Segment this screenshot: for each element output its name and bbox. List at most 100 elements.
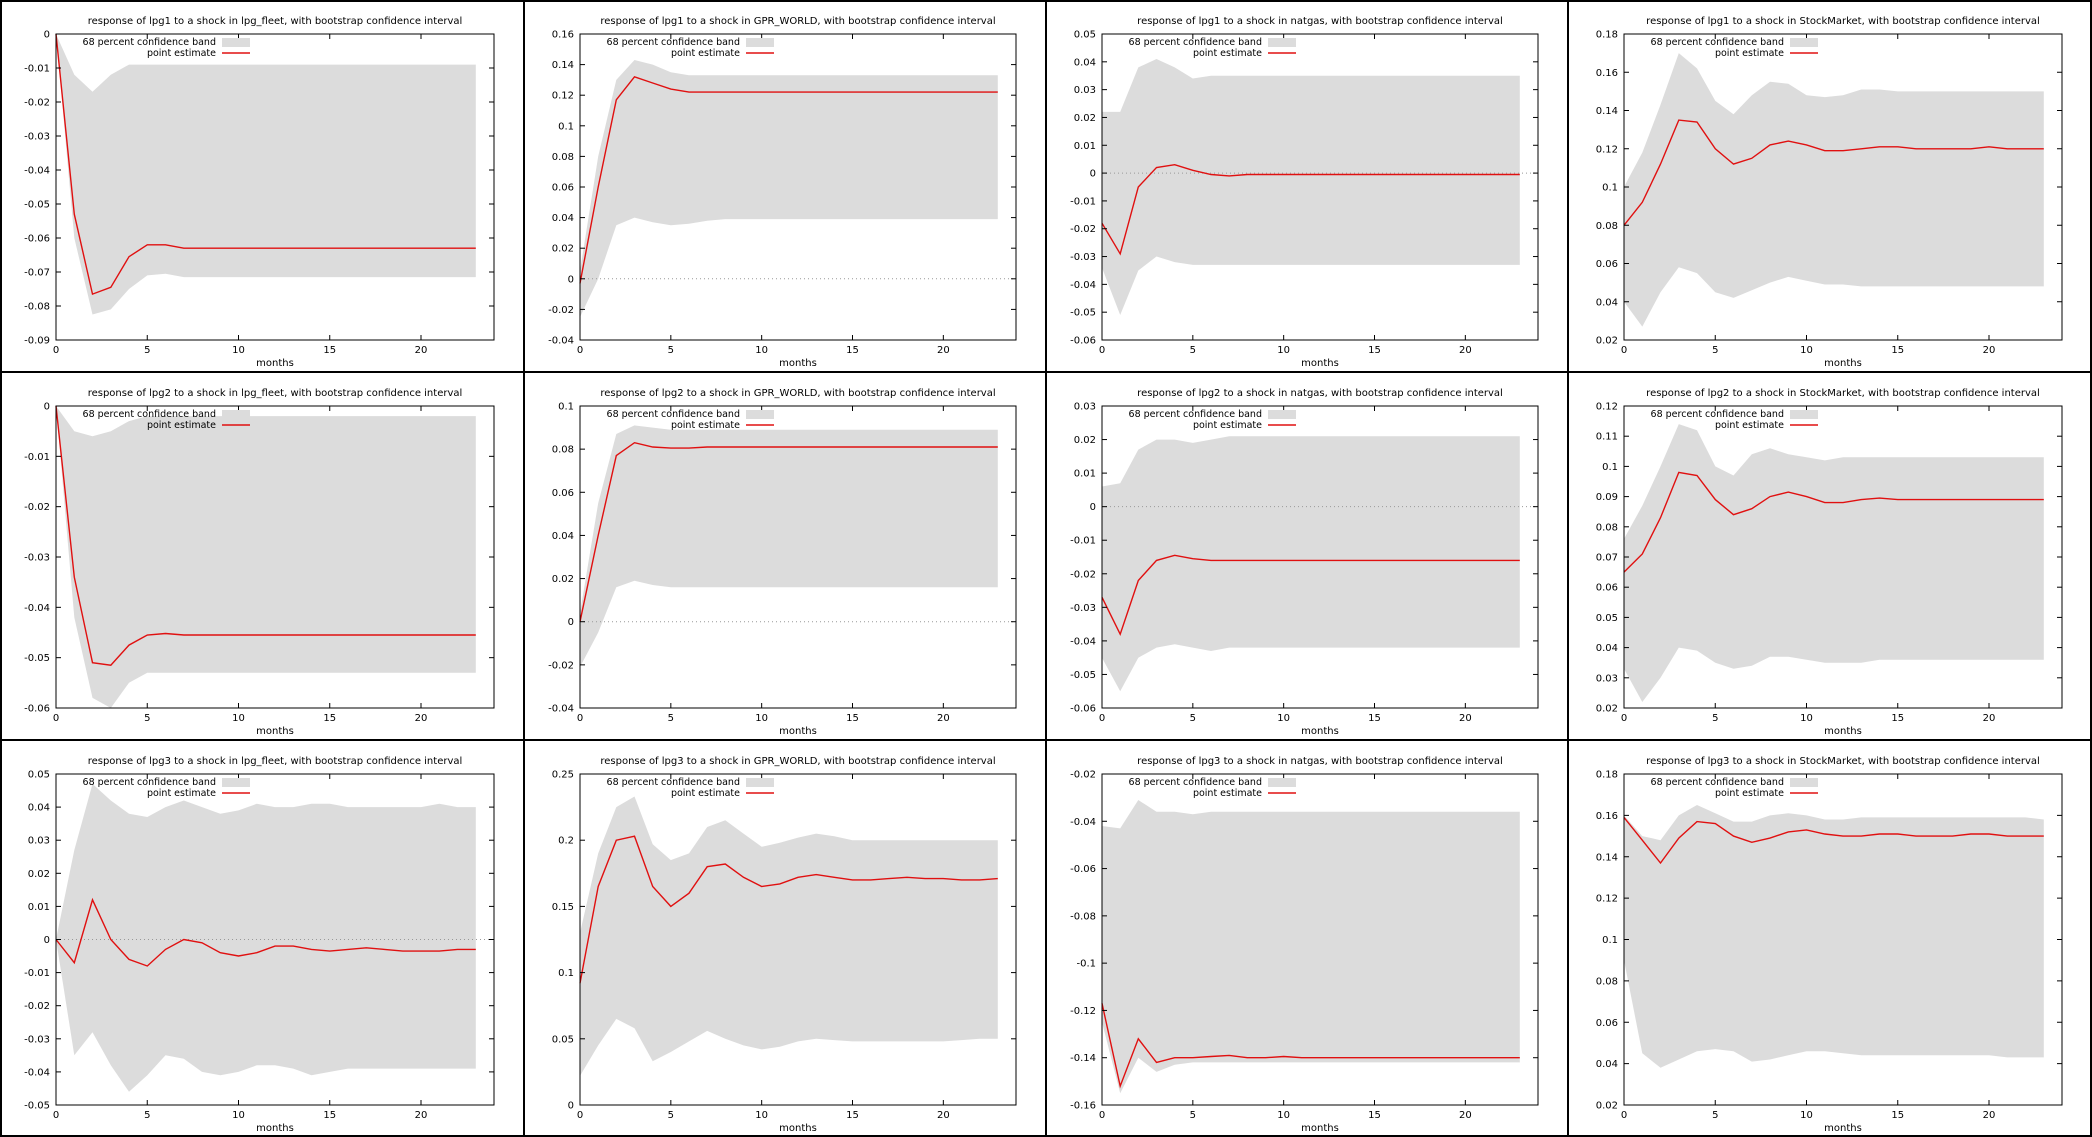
chart-title: response of lpg3 to a shock in GPR_WORLD…	[600, 756, 995, 767]
y-tick-label: 0.16	[1596, 811, 1618, 822]
confidence-band-area	[56, 783, 476, 1092]
chart-title: response of lpg2 to a shock in natgas, w…	[1137, 388, 1503, 399]
x-tick-label: 5	[144, 713, 150, 724]
y-tick-label: 0.12	[552, 91, 574, 102]
x-tick-label: 15	[1368, 1110, 1381, 1121]
legend-point-label: point estimate	[147, 788, 216, 799]
y-tick-label: 0.02	[28, 869, 50, 880]
x-tick-label: 5	[668, 713, 674, 724]
y-tick-label: 0.03	[1596, 673, 1618, 684]
legend-point-label: point estimate	[1715, 48, 1784, 59]
x-tick-label: 10	[232, 713, 245, 724]
y-tick-label: -0.04	[24, 603, 50, 614]
y-tick-label: -0.05	[24, 653, 50, 664]
x-tick-label: 5	[668, 345, 674, 356]
y-tick-label: -0.03	[1070, 603, 1096, 614]
x-axis-label: months	[256, 358, 294, 369]
legend-point-label: point estimate	[671, 48, 740, 59]
chart-panel-5: response of lpg2 to a shock in lpg_fleet…	[24, 388, 495, 737]
point-estimate-line	[579, 75, 998, 284]
x-tick-label: 15	[846, 1110, 859, 1121]
legend-band-label: 68 percent confidence band	[83, 409, 216, 420]
legend-point-label: point estimate	[1193, 788, 1262, 799]
y-tick-label: 0.08	[552, 445, 574, 456]
legend-band-label: 68 percent confidence band	[1129, 777, 1262, 788]
y-tick-label: 0	[1090, 169, 1096, 180]
x-tick-label: 15	[1368, 345, 1381, 356]
chart-panel-10: response of lpg3 to a shock in GPR_WORLD…	[552, 756, 1017, 1134]
y-tick-label: 0	[1090, 502, 1096, 513]
legend-band-swatch	[1790, 778, 1818, 787]
y-tick-label: 0.07	[1596, 553, 1618, 564]
y-tick-label: -0.01	[1070, 196, 1096, 207]
x-tick-label: 5	[1190, 345, 1196, 356]
y-tick-label: 0.06	[1596, 259, 1618, 270]
y-tick-label: 0.04	[1596, 643, 1618, 654]
y-tick-label: 0.1	[558, 121, 574, 132]
y-tick-label: 0.02	[1596, 336, 1618, 347]
y-tick-label: 0.05	[1074, 30, 1096, 41]
chart-panel-11: response of lpg3 to a shock in natgas, w…	[1070, 756, 1539, 1134]
y-tick-label: -0.01	[1070, 536, 1096, 547]
y-tick-label: -0.02	[24, 1001, 50, 1012]
y-tick-label: -0.03	[24, 553, 50, 564]
legend-point-label: point estimate	[1193, 420, 1262, 431]
y-tick-label: -0.05	[24, 1101, 50, 1112]
y-tick-label: 0.08	[552, 152, 574, 163]
legend-band-label: 68 percent confidence band	[1651, 409, 1784, 420]
legend-point-label: point estimate	[1715, 788, 1784, 799]
y-tick-label: 0.1	[558, 402, 574, 413]
x-axis-label: months	[1301, 726, 1339, 737]
point-estimate-line	[1101, 554, 1520, 637]
plot-frame	[1101, 33, 1539, 341]
y-tick-label: -0.01	[24, 64, 50, 75]
y-tick-label: 0.04	[28, 803, 50, 814]
y-tick-label: -0.06	[24, 704, 50, 715]
y-tick-label: -0.02	[1070, 770, 1096, 781]
y-tick-label: 0.08	[1596, 221, 1618, 232]
y-tick-label: 0.05	[28, 770, 50, 781]
x-tick-label: 10	[1800, 345, 1813, 356]
y-tick-label: 0.25	[552, 770, 574, 781]
x-axis-label: months	[779, 726, 817, 737]
point-estimate-line	[1101, 163, 1520, 256]
legend-band-swatch	[222, 778, 250, 787]
x-tick-label: 5	[668, 1110, 674, 1121]
chart-title: response of lpg2 to a shock in GPR_WORLD…	[600, 388, 995, 399]
y-tick-label: 0.08	[1596, 522, 1618, 533]
legend-band-label: 68 percent confidence band	[1651, 37, 1784, 48]
y-tick-label: -0.02	[1070, 224, 1096, 235]
x-tick-label: 10	[755, 345, 768, 356]
x-tick-label: 15	[1891, 345, 1904, 356]
x-tick-label: 15	[1368, 713, 1381, 724]
chart-title: response of lpg2 to a shock in StockMark…	[1646, 388, 2040, 399]
x-tick-label: 15	[1891, 1110, 1904, 1121]
point-estimate-line	[55, 405, 476, 666]
x-tick-label: 20	[415, 713, 428, 724]
y-tick-label: 0.06	[552, 183, 574, 194]
y-tick-label: 0.06	[552, 488, 574, 499]
y-tick-label: 0.05	[552, 1034, 574, 1045]
x-tick-label: 5	[1712, 713, 1718, 724]
chart-title: response of lpg1 to a shock in lpg_fleet…	[88, 16, 463, 27]
y-tick-label: -0.04	[24, 166, 50, 177]
chart-panel-4: response of lpg1 to a shock in StockMark…	[1596, 16, 2063, 369]
y-tick-label: -0.1	[1076, 959, 1096, 970]
legend-band-swatch	[222, 38, 250, 47]
y-tick-label: 0	[568, 1101, 574, 1112]
y-tick-label: -0.08	[1070, 911, 1096, 922]
x-tick-label: 20	[937, 713, 950, 724]
y-tick-label: 0.1	[558, 968, 574, 979]
x-tick-label: 15	[323, 345, 336, 356]
y-tick-label: 0.12	[1596, 894, 1618, 905]
y-tick-label: 0.04	[552, 213, 574, 224]
legend-band-label: 68 percent confidence band	[607, 409, 740, 420]
y-tick-label: 0.04	[552, 531, 574, 542]
y-tick-label: -0.03	[24, 132, 50, 143]
y-tick-label: -0.04	[1070, 817, 1096, 828]
x-axis-label: months	[1301, 1123, 1339, 1134]
y-tick-label: 0	[568, 274, 574, 285]
x-axis-label: months	[779, 1123, 817, 1134]
confidence-band-area	[1102, 59, 1520, 315]
y-tick-label: 0.02	[1074, 435, 1096, 446]
